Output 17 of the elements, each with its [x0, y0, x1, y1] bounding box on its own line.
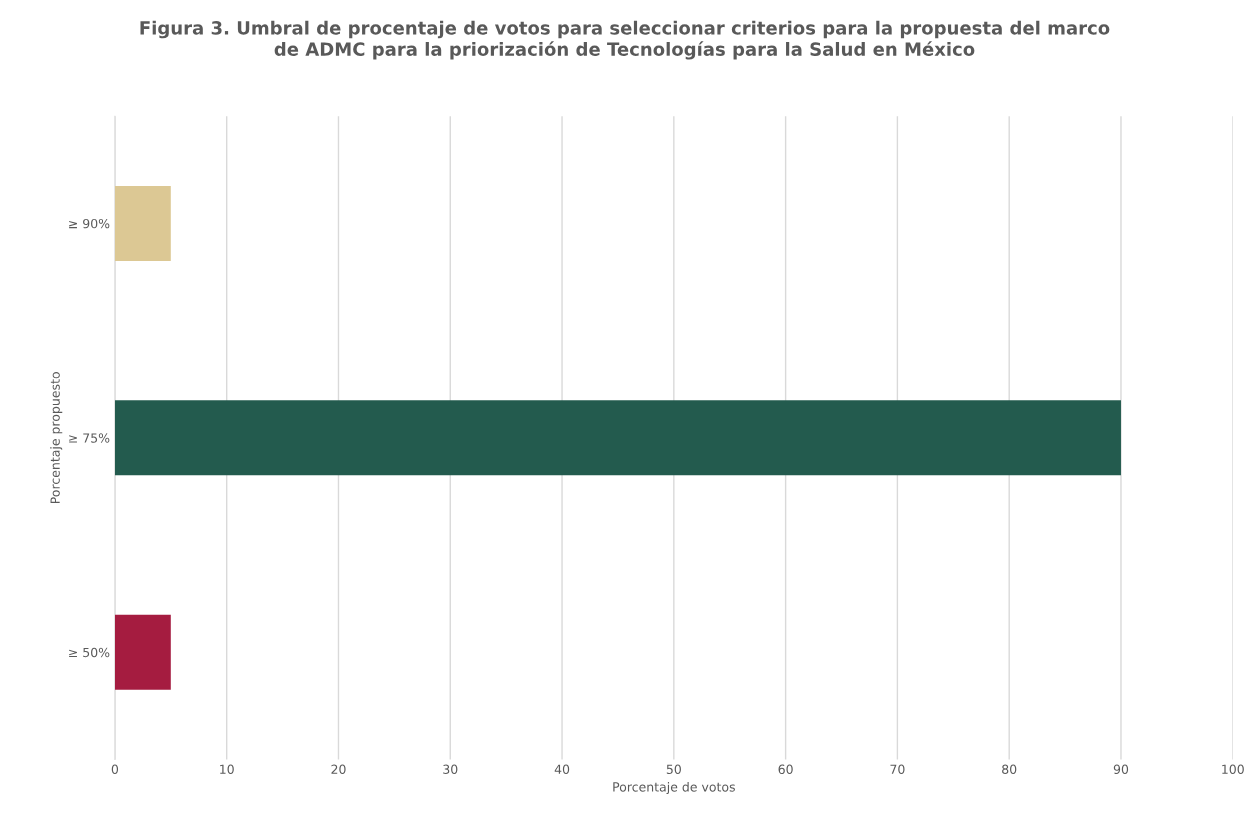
x-tick-label: 30	[443, 764, 458, 774]
x-tick-label: 100	[1222, 764, 1244, 774]
y-axis-title: Porcentaje propuesto	[50, 372, 63, 504]
chart-title: Figura 3. Umbral de procentaje de votos para seleccionar criterios para la propuesta del marco de ADMC para la priorización de Tecnologías para la Salud en México	[140, 20, 1110, 60]
y-tick-label: ≥ 90%	[69, 218, 110, 229]
x-tick-label: 90	[1113, 764, 1129, 774]
x-tick-label: 40	[554, 764, 570, 774]
x-tick-label: 70	[890, 764, 905, 774]
x-tick-label: 80	[1002, 764, 1017, 774]
x-tick-label: 0	[111, 764, 119, 774]
x-axis-title: Porcentaje de votos	[613, 781, 735, 795]
x-tick-label: 20	[331, 764, 346, 774]
y-tick-label: ≥ 50%	[69, 647, 110, 658]
x-tick-label: 60	[778, 764, 793, 774]
x-tick-label: 10	[220, 764, 234, 774]
x-tick-label: 50	[666, 764, 681, 774]
y-tick-label: ≥ 75%	[69, 433, 110, 443]
